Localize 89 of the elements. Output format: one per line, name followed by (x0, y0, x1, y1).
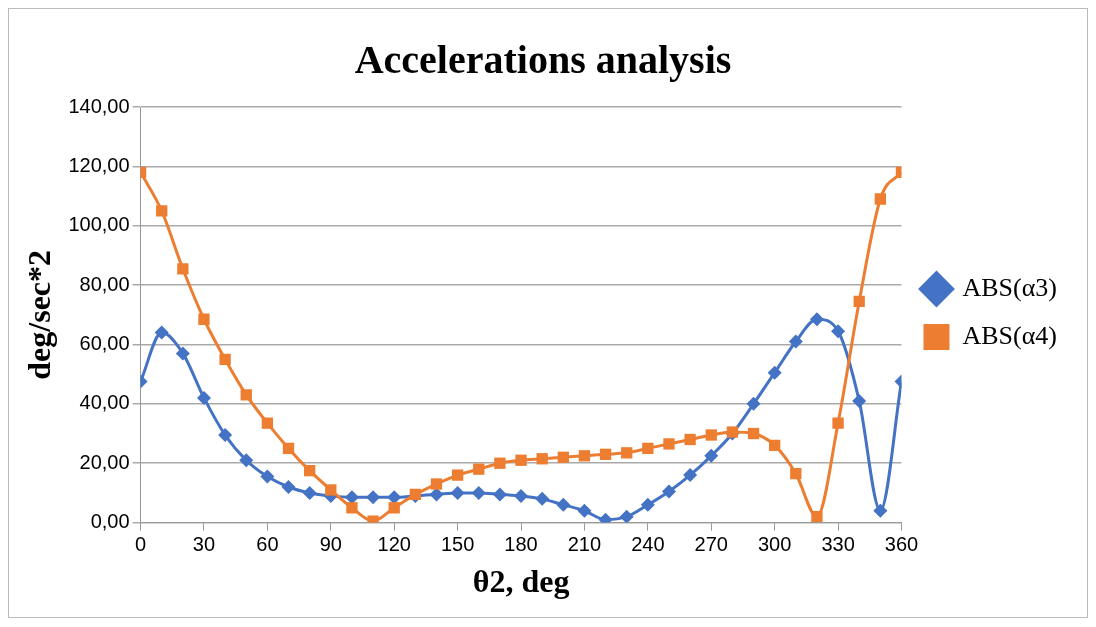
point (261, 417, 274, 429)
x-tick-label: 210 (567, 533, 602, 556)
point (346, 502, 358, 514)
point (282, 442, 295, 455)
x-tick-label: 270 (694, 533, 728, 556)
point (769, 439, 781, 452)
point (515, 454, 527, 466)
y-axis-title: deg/sec*2 (21, 249, 58, 380)
point (853, 295, 865, 308)
y-tick-label: 20,00 (79, 450, 130, 473)
x-tick-label: 60 (256, 533, 279, 556)
point (767, 365, 782, 380)
x-axis-title: θ2, deg (472, 563, 570, 600)
chart-title: Accelerations analysis (354, 37, 732, 83)
point (811, 511, 823, 523)
point (832, 417, 844, 429)
y-tick-label: 120,00 (68, 153, 130, 176)
y-tick-label: 60,00 (79, 332, 130, 354)
point (621, 447, 633, 459)
point (536, 453, 548, 465)
point (450, 485, 465, 500)
point (260, 469, 275, 484)
point (852, 393, 867, 408)
point (240, 389, 252, 401)
point (366, 490, 381, 505)
point (599, 448, 612, 460)
point (747, 427, 760, 440)
point (704, 448, 719, 463)
point (788, 334, 803, 349)
point (429, 487, 444, 502)
point (535, 491, 550, 506)
point (388, 502, 400, 514)
x-tick-label: 150 (440, 533, 475, 556)
x-tick-label: 30 (192, 533, 216, 556)
point (471, 485, 486, 500)
x-tick-label: 0 (135, 533, 147, 556)
point (196, 390, 211, 405)
point (218, 428, 233, 443)
x-tick-label: 180 (504, 533, 538, 556)
y-tick-label: 100,00 (68, 213, 130, 236)
point (873, 503, 888, 518)
point (387, 490, 402, 505)
point (557, 451, 569, 463)
point (874, 193, 886, 205)
point (304, 464, 316, 477)
point (219, 353, 231, 365)
point (683, 468, 698, 483)
point (492, 487, 507, 502)
point (281, 479, 296, 494)
point (514, 488, 529, 503)
point (619, 509, 634, 523)
legend-label: ABS(α4) (962, 320, 1058, 350)
point (642, 442, 654, 455)
point (790, 467, 802, 480)
point (809, 312, 824, 327)
point (430, 478, 443, 490)
point (556, 497, 571, 512)
point (578, 450, 591, 462)
y-tick-label: 40,00 (79, 391, 130, 414)
x-tick-label: 240 (631, 533, 665, 556)
point (577, 503, 592, 518)
point (451, 469, 464, 481)
point (177, 263, 189, 275)
point (640, 497, 655, 512)
point (705, 429, 717, 441)
point (344, 490, 359, 505)
point (661, 484, 676, 499)
y-tick-label: 80,00 (79, 272, 130, 295)
x-tick-label: 360 (884, 533, 919, 556)
point (663, 438, 675, 450)
x-tick-label: 120 (377, 533, 411, 556)
point (239, 453, 254, 468)
x-tick-label: 90 (319, 533, 342, 556)
y-tick-label: 140,00 (68, 94, 130, 117)
x-tick-label: 300 (757, 533, 792, 556)
point (325, 484, 337, 496)
x-tick-label: 330 (821, 533, 855, 556)
point (156, 205, 168, 217)
y-tick-label: 0,00 (90, 510, 130, 533)
point (831, 324, 846, 339)
point (198, 313, 210, 325)
point (494, 457, 506, 469)
point (154, 325, 169, 340)
legend-label: ABS(α3) (962, 272, 1058, 302)
point (684, 433, 696, 446)
point (746, 396, 761, 411)
point (175, 346, 190, 361)
point (302, 485, 317, 500)
point (473, 463, 485, 475)
